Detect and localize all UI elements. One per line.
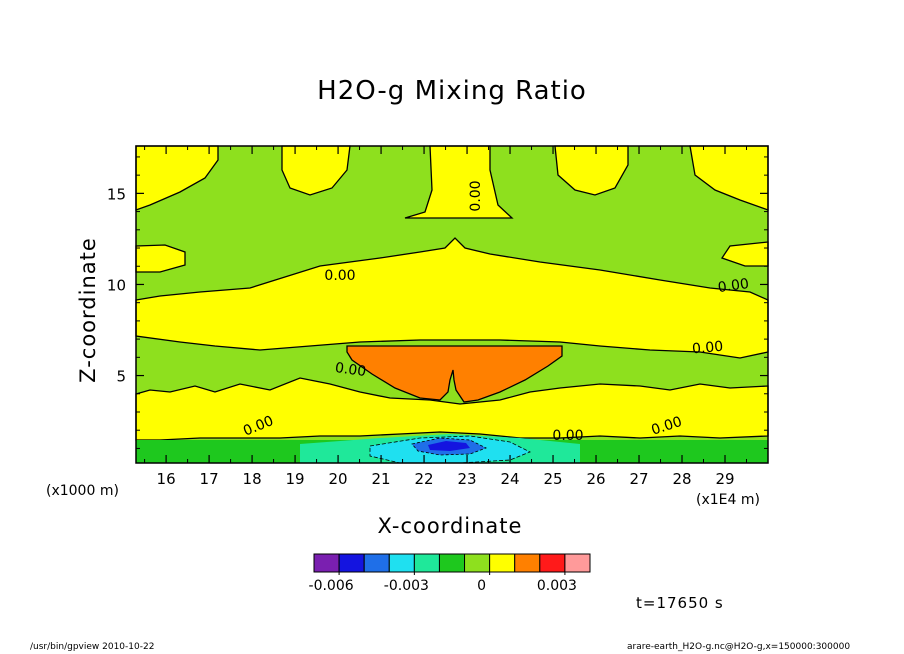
x-tick-label: 27 — [629, 470, 648, 488]
colorbar: -0.006 -0.003 0 0.003 — [309, 553, 591, 594]
colorbar-tick-label: -0.003 — [384, 578, 429, 594]
x-tick-label: 18 — [243, 470, 262, 488]
x-tick-label: 17 — [200, 470, 219, 488]
x-axis-label: X-coordinate — [377, 514, 523, 538]
x-tick-label: 16 — [157, 470, 176, 488]
time-label: t=17650 s — [636, 594, 724, 612]
field-bottom-deep-blue — [428, 441, 470, 451]
chart-title: H2O-g Mixing Ratio — [317, 76, 587, 106]
colorbar-swatch — [338, 553, 365, 573]
contour-label: 0.00 — [717, 276, 750, 296]
x-tick-label: 19 — [286, 470, 305, 488]
x-tick-label: 29 — [715, 470, 734, 488]
x-tick-label: 21 — [372, 470, 391, 488]
contour-fields — [135, 145, 769, 464]
colorbar-tick-label: 0.003 — [537, 578, 577, 594]
y-tick-label: 15 — [107, 185, 126, 203]
field-lower-yellow — [135, 377, 769, 441]
x-axis-multiplier: (x1E4 m) — [696, 492, 760, 508]
colorbar-swatch — [464, 553, 491, 573]
contour-label: 0.00 — [324, 268, 355, 284]
x-tick-label: 23 — [458, 470, 477, 488]
contour-label: 0.00 — [691, 339, 723, 358]
x-tick-label: 28 — [672, 470, 691, 488]
footer-source: arare-earth_H2O-g.nc@H2O-g,x=150000:3000… — [627, 642, 851, 652]
x-tick-label: 22 — [415, 470, 434, 488]
y-axis-ticks: 5 10 15 — [107, 156, 768, 449]
field-orange-plume — [346, 345, 563, 403]
contour-label: 0.00 — [334, 360, 367, 380]
x-tick-label: 26 — [586, 470, 605, 488]
footer-program: /usr/bin/gpview 2010-10-22 — [30, 642, 155, 652]
contour-label: 0.00 — [468, 180, 484, 211]
field-top-right-cap — [554, 145, 629, 196]
colorbar-tick-label: 0 — [477, 578, 486, 594]
colorbar-swatch — [564, 553, 591, 573]
colorbar-tick-label: -0.006 — [309, 578, 354, 594]
contour-label: 0.00 — [552, 428, 583, 444]
colorbar-swatch — [413, 553, 440, 573]
field-top-left-cap — [281, 145, 351, 196]
field-central-yellow — [135, 237, 769, 359]
plot-frame — [135, 145, 769, 464]
y-axis-label: Z-coordinate — [76, 237, 100, 383]
field-top-left-yellow — [135, 145, 219, 211]
colorbar-swatch — [438, 553, 466, 573]
colorbar-swatch — [363, 553, 390, 573]
y-tick-label: 10 — [107, 276, 126, 294]
colorbar-swatch — [514, 553, 541, 573]
x-tick-label: 25 — [543, 470, 562, 488]
x-tick-label: 20 — [329, 470, 348, 488]
y-axis-multiplier: (x1000 m) — [46, 483, 119, 499]
field-top-center — [404, 145, 514, 219]
x-axis-ticks: 16 17 18 19 20 21 22 23 24 25 26 27 28 29 — [144, 146, 748, 488]
x-tick-label: 24 — [500, 470, 519, 488]
colorbar-swatch — [388, 553, 415, 573]
colorbar-swatch — [539, 553, 566, 573]
y-tick-label: 5 — [116, 368, 126, 386]
colorbar-swatch — [489, 553, 516, 573]
colorbar-swatch — [313, 553, 340, 573]
